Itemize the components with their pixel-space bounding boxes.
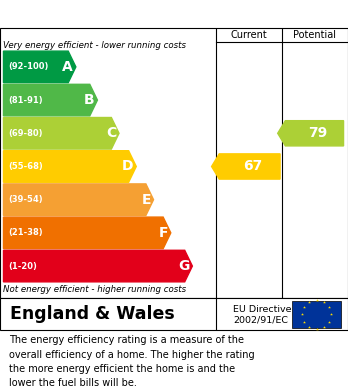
- Text: F: F: [159, 226, 168, 240]
- Text: EU Directive: EU Directive: [233, 305, 292, 314]
- Text: A: A: [62, 60, 73, 74]
- Text: (92-100): (92-100): [9, 63, 49, 72]
- Polygon shape: [3, 184, 153, 215]
- Text: D: D: [122, 160, 134, 174]
- Text: The energy efficiency rating is a measure of the
overall efficiency of a home. T: The energy efficiency rating is a measur…: [9, 335, 254, 388]
- Bar: [292, 301, 341, 328]
- Text: (81-91): (81-91): [9, 95, 43, 105]
- Text: (1-20): (1-20): [9, 262, 38, 271]
- Text: Very energy efficient - lower running costs: Very energy efficient - lower running co…: [3, 41, 187, 50]
- Text: E: E: [141, 193, 151, 207]
- Text: 79: 79: [308, 126, 327, 140]
- Polygon shape: [3, 51, 76, 83]
- Text: 2002/91/EC: 2002/91/EC: [233, 316, 288, 325]
- Text: (69-80): (69-80): [9, 129, 43, 138]
- Text: Current: Current: [230, 30, 267, 40]
- Text: (21-38): (21-38): [9, 228, 43, 237]
- Text: G: G: [178, 259, 190, 273]
- Polygon shape: [3, 151, 136, 182]
- Text: Not energy efficient - higher running costs: Not energy efficient - higher running co…: [3, 285, 187, 294]
- Text: England & Wales: England & Wales: [10, 305, 175, 323]
- Text: Potential: Potential: [293, 30, 337, 40]
- Text: (39-54): (39-54): [9, 195, 43, 204]
- Text: 67: 67: [244, 160, 263, 174]
- Text: Energy Efficiency Rating: Energy Efficiency Rating: [60, 5, 288, 23]
- Polygon shape: [3, 84, 97, 116]
- Polygon shape: [212, 154, 280, 179]
- Text: C: C: [106, 126, 116, 140]
- Text: (55-68): (55-68): [9, 162, 44, 171]
- Text: B: B: [84, 93, 95, 107]
- Polygon shape: [278, 121, 343, 146]
- Polygon shape: [3, 118, 119, 149]
- Polygon shape: [3, 217, 171, 249]
- Polygon shape: [3, 250, 192, 282]
